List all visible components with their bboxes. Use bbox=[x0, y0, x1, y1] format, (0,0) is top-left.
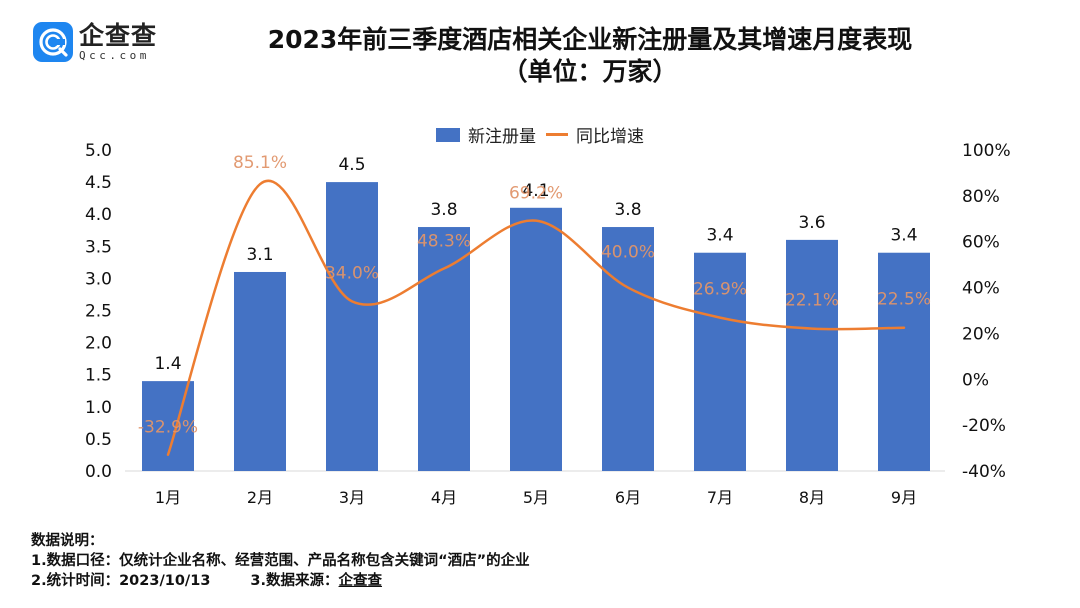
y-left-tick-label: 1.5 bbox=[85, 366, 112, 386]
bar-value-label: 3.4 bbox=[706, 226, 733, 246]
bar-5 bbox=[510, 207, 562, 471]
bar-7 bbox=[694, 252, 746, 471]
line-value-label: -32.9% bbox=[138, 418, 198, 438]
bar-value-label: 3.1 bbox=[246, 245, 273, 265]
bar-6 bbox=[602, 227, 654, 471]
y-left-tick-label: 3.5 bbox=[85, 237, 112, 257]
y-right-tick-label: 40% bbox=[962, 279, 1000, 299]
notes-item-date: 2.统计时间：2023/10/13 bbox=[31, 573, 211, 589]
brand-domain: Qcc.com bbox=[79, 49, 150, 62]
line-value-label: 34.0% bbox=[325, 263, 379, 283]
bar-4 bbox=[418, 227, 470, 471]
y-right-tick-label: 20% bbox=[962, 324, 1000, 344]
y-left-tick-label: 4.0 bbox=[85, 205, 112, 225]
x-tick-label: 4月 bbox=[431, 488, 457, 507]
x-tick-label: 8月 bbox=[799, 488, 825, 507]
y-left-tick-label: 5.0 bbox=[85, 141, 112, 161]
y-left-tick-label: 2.5 bbox=[85, 302, 112, 322]
notes-heading: 数据说明： bbox=[31, 533, 104, 549]
y-left-tick-label: 3.0 bbox=[85, 269, 112, 289]
bar-value-label: 3.8 bbox=[614, 200, 641, 220]
qcc-logo-icon bbox=[33, 22, 73, 62]
y-left-tick-label: 1.0 bbox=[85, 398, 112, 418]
x-tick-label: 5月 bbox=[523, 488, 549, 507]
x-tick-label: 7月 bbox=[707, 488, 733, 507]
y-right-tick-label: -40% bbox=[962, 462, 1006, 482]
bar-value-label: 3.6 bbox=[798, 213, 825, 233]
growth-rate-line bbox=[166, 179, 906, 456]
bar-value-label: 3.4 bbox=[890, 226, 917, 246]
y-right-tick-label: 60% bbox=[962, 233, 1000, 253]
legend-line-label: 同比增速 bbox=[576, 127, 644, 147]
chart-legend: 新注册量 同比增速 bbox=[0, 122, 1080, 147]
x-tick-label: 6月 bbox=[615, 488, 641, 507]
brand-name: 企查查 bbox=[79, 21, 158, 50]
line-value-label: 40.0% bbox=[601, 243, 655, 263]
bar-9 bbox=[878, 252, 930, 471]
x-tick-label: 3月 bbox=[339, 488, 365, 507]
line-value-label: 26.9% bbox=[693, 280, 747, 300]
y-right-tick-label: 100% bbox=[962, 141, 1011, 161]
x-tick-label: 2月 bbox=[247, 488, 273, 507]
y-left-tick-label: 0.0 bbox=[85, 462, 112, 482]
notes-row-2: 2.统计时间：2023/10/13 3.数据来源：企查查 bbox=[31, 571, 530, 591]
bar-8 bbox=[786, 239, 838, 471]
y-left-tick-label: 0.5 bbox=[85, 430, 112, 450]
legend-bar-swatch bbox=[436, 127, 460, 142]
line-value-label: 69.2% bbox=[509, 184, 563, 204]
data-notes: 数据说明： 1.数据口径：仅统计企业名称、经营范围、产品名称包含关键词“酒店”的… bbox=[31, 531, 530, 591]
chart-title-main: 2023年前三季度酒店相关企业新注册量及其增速月度表现 bbox=[267, 25, 913, 54]
y-right-tick-label: 80% bbox=[962, 187, 1000, 207]
y-left-tick-label: 4.5 bbox=[85, 173, 112, 193]
bar-3 bbox=[326, 182, 378, 471]
notes-item-source-prefix: 3.数据来源： bbox=[250, 573, 339, 589]
bar-value-label: 4.5 bbox=[338, 155, 365, 175]
line-value-label: 48.3% bbox=[417, 232, 471, 252]
bar-value-label: 3.8 bbox=[430, 200, 457, 220]
notes-item-scope: 1.数据口径：仅统计企业名称、经营范围、产品名称包含关键词“酒店”的企业 bbox=[31, 553, 530, 569]
line-value-label: 85.1% bbox=[233, 153, 287, 173]
brand-logo: 企查查 Qcc.com bbox=[33, 22, 157, 62]
y-left-tick-label: 2.0 bbox=[85, 334, 112, 354]
legend-line-swatch bbox=[546, 133, 568, 136]
chart-title: 2023年前三季度酒店相关企业新注册量及其增速月度表现 （单位：万家） bbox=[0, 24, 1080, 88]
chart-title-unit: （单位：万家） bbox=[502, 57, 678, 86]
bar-value-label: 4.1 bbox=[522, 181, 549, 201]
notes-item-source: 企查查 bbox=[338, 573, 383, 589]
y-right-tick-label: -20% bbox=[962, 416, 1006, 436]
bar-value-label: 1.4 bbox=[154, 354, 181, 374]
x-tick-label: 1月 bbox=[155, 488, 181, 507]
line-value-label: 22.5% bbox=[877, 290, 931, 310]
y-right-tick-label: 0% bbox=[962, 370, 989, 390]
x-tick-label: 9月 bbox=[891, 488, 917, 507]
legend-bar-label: 新注册量 bbox=[468, 127, 536, 147]
line-value-label: 22.1% bbox=[785, 291, 839, 311]
bar-2 bbox=[234, 271, 286, 471]
